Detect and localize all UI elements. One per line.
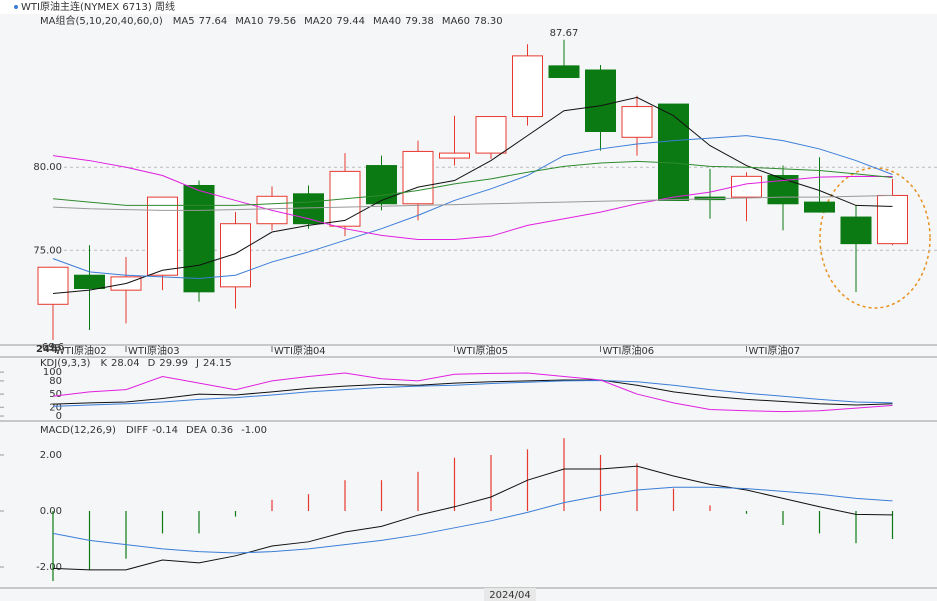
legend-text: MA40 <box>373 16 401 27</box>
legend-text: MA组合(5,10,20,40,60,0) <box>40 14 163 27</box>
legend-text: 79.56 <box>267 16 296 27</box>
legend-text: 79.44 <box>336 16 365 27</box>
legend-text: MA10 <box>235 16 263 27</box>
y-tick-label: 20 <box>49 402 62 413</box>
y-tick-label: 75.00 <box>33 245 62 256</box>
candle-body <box>74 274 105 290</box>
legend-text: D <box>148 358 156 369</box>
ma-line <box>52 135 893 280</box>
legend-text: KDJ(9,3,3) <box>40 358 91 369</box>
high-label: 87.67 <box>550 28 579 39</box>
candle-body <box>366 165 397 205</box>
candle-body <box>585 69 616 132</box>
y-tick-label: 80.00 <box>33 162 62 173</box>
legend-text: K <box>100 358 107 369</box>
legend-text: MA5 <box>173 16 195 27</box>
candle-body <box>877 194 908 245</box>
cursor-label: 2024/04 <box>489 590 531 601</box>
legend-text: MA60 <box>442 16 470 27</box>
cursor-label-bg <box>484 588 536 601</box>
ma-line <box>52 155 893 240</box>
x-tick-label: WTI原油05 <box>457 344 509 357</box>
candle-body <box>475 116 507 154</box>
x-tick-label: WTI原油04 <box>274 344 326 357</box>
ma-line <box>52 372 893 413</box>
ma-line <box>52 194 893 211</box>
y-tick-label: 50 <box>49 389 62 400</box>
ma-line <box>52 160 893 206</box>
ma-line <box>52 379 893 407</box>
x-tick-label: WTI原油02 <box>55 344 107 357</box>
candle-body <box>37 266 69 305</box>
candle-body <box>439 152 470 159</box>
candle-body <box>512 55 543 118</box>
candle-body <box>220 223 251 288</box>
period[interactable]: 周线 <box>155 0 175 13</box>
symbol-dot <box>14 5 18 9</box>
ma-line <box>52 465 893 571</box>
legend-text: J <box>195 358 199 369</box>
x-tick-label: WTI原油03 <box>128 344 180 357</box>
ma-line <box>52 486 893 554</box>
year-label: 24年 <box>36 342 60 355</box>
legend-text: 78.30 <box>474 16 503 27</box>
candle-body <box>731 175 762 198</box>
symbol: WTI原油主连(NYMEX 6713) <box>21 0 152 13</box>
candle-body <box>804 201 835 213</box>
legend-text: MACD(12,26,9) <box>40 425 116 436</box>
legend-text: DEA <box>186 425 207 436</box>
y-tick-label: 0.00 <box>40 506 62 517</box>
legend-text: 24.15 <box>203 358 232 369</box>
y-tick-label: -2.00 <box>36 562 62 573</box>
candle-body <box>658 103 689 201</box>
x-tick-label: WTI原油06 <box>603 344 655 357</box>
legend-text: 29.99 <box>159 358 188 369</box>
header-bar <box>0 0 937 14</box>
candle-body <box>402 150 434 205</box>
candle-body <box>548 65 580 78</box>
legend-text: -1.00 <box>241 425 267 436</box>
y-tick-label: 100 <box>43 367 62 378</box>
legend-text: 77.64 <box>199 16 228 27</box>
legend-text: DIFF <box>126 425 148 436</box>
candle-body <box>147 196 178 276</box>
legend-text: 0.36 <box>211 425 233 436</box>
legend-text: MA20 <box>304 16 332 27</box>
candle-body <box>621 106 653 138</box>
candle-body <box>840 216 872 245</box>
legend-text: 28.04 <box>111 358 140 369</box>
y-tick-label: 0 <box>56 411 62 422</box>
candle-body <box>183 184 215 293</box>
y-tick-label: 2.00 <box>40 450 62 461</box>
x-tick-label: WTI原油07 <box>749 344 801 357</box>
ma-line <box>52 379 893 406</box>
low-label: 69.6 <box>42 342 64 353</box>
legend-text: 79.38 <box>405 16 434 27</box>
legend-text: -0.14 <box>152 425 178 436</box>
y-tick-label: 80 <box>49 376 62 387</box>
